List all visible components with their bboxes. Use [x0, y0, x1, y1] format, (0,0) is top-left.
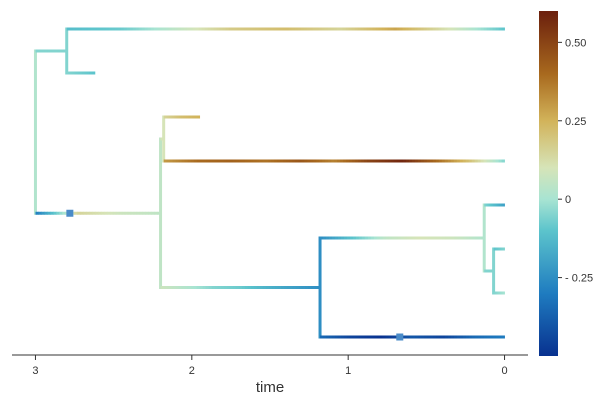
colorbar-gradient: [539, 11, 558, 356]
x-axis-ticks: 3 2 1 0: [32, 355, 508, 377]
event-markers: [66, 209, 404, 341]
x-tick-label: 2: [189, 365, 195, 377]
colorbar-tick-label: 0: [565, 194, 571, 206]
colorbar: 0.50 0.25 0 - 0.25: [539, 11, 593, 356]
tree-branches: [33, 27, 505, 339]
colorbar-tick-label: 0.50: [565, 37, 586, 49]
x-tick-label: 0: [501, 365, 507, 377]
x-tick-label: 1: [345, 365, 351, 377]
event-marker-2: [396, 333, 404, 341]
x-tick-label: 3: [32, 365, 38, 377]
event-marker-1: [66, 209, 74, 217]
colorbar-tick-label: 0.25: [565, 116, 586, 128]
colorbar-tick-label: - 0.25: [565, 273, 593, 285]
x-axis-label: time: [256, 379, 284, 396]
